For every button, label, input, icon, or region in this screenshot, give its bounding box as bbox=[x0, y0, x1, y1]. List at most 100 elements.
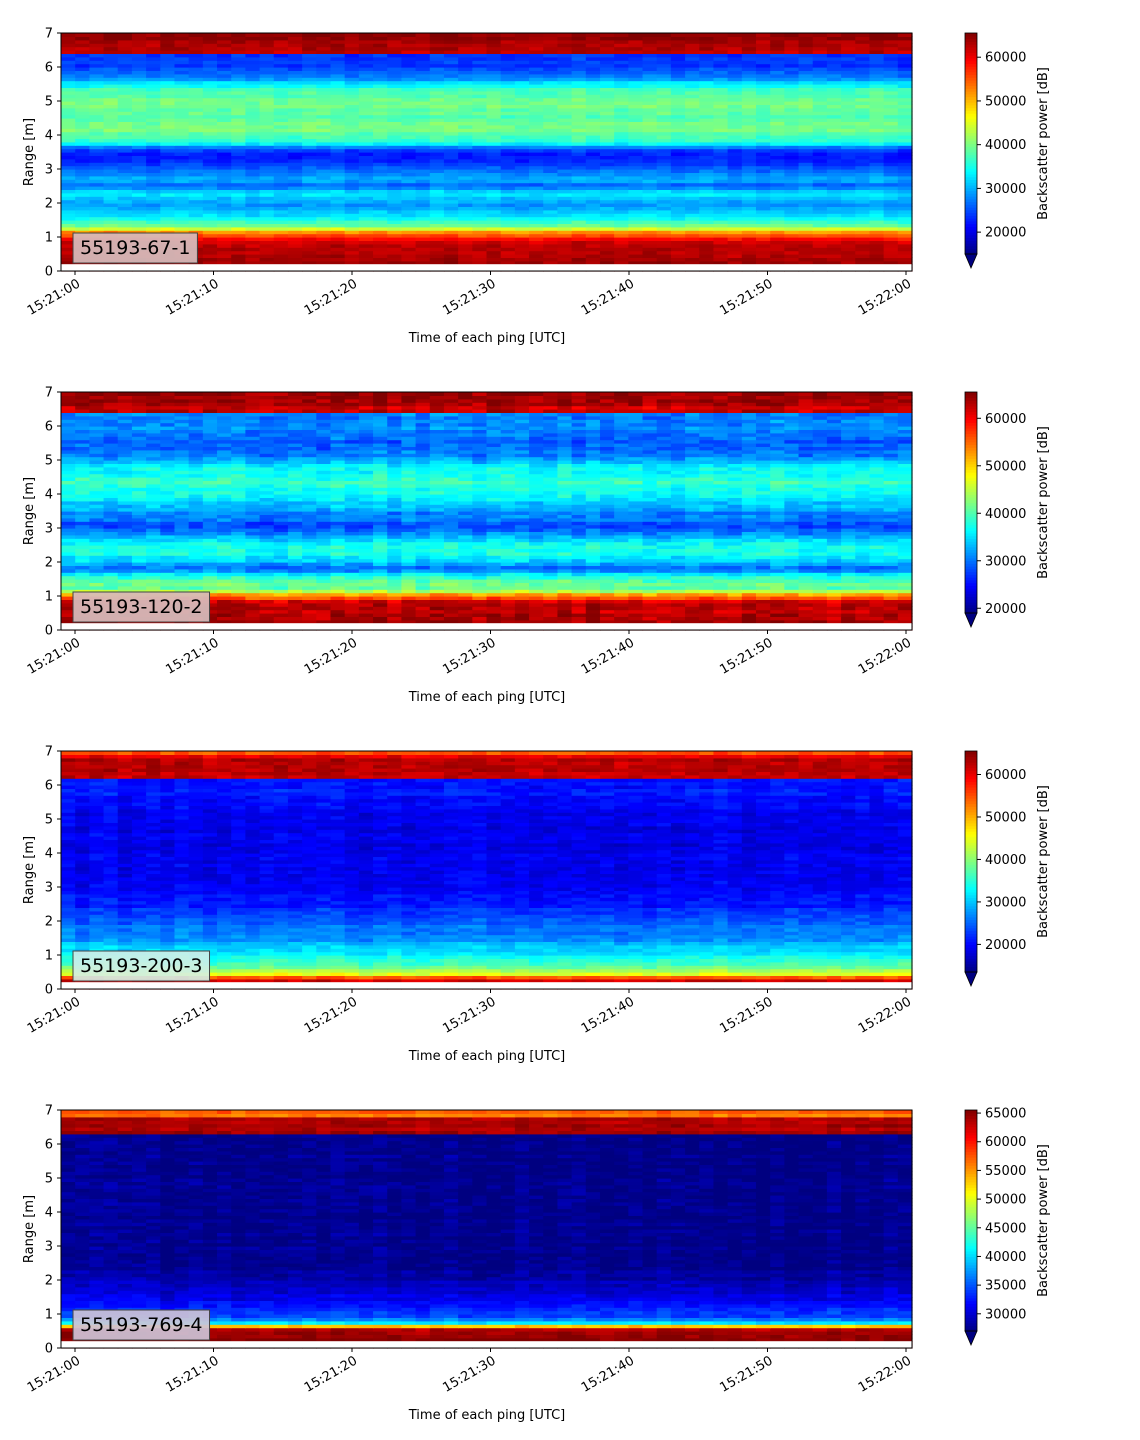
heatmap-cell bbox=[274, 159, 289, 163]
heatmap-cell bbox=[472, 33, 487, 37]
heatmap-cell bbox=[628, 227, 643, 231]
heatmap-cell bbox=[430, 166, 445, 170]
heatmap-cell bbox=[373, 166, 388, 170]
heatmap-cell bbox=[713, 227, 728, 231]
heatmap-cell bbox=[557, 251, 572, 255]
heatmap-cell bbox=[487, 234, 502, 238]
heatmap-cell bbox=[174, 183, 189, 187]
heatmap-cell bbox=[472, 200, 487, 204]
heatmap-cell bbox=[742, 159, 757, 163]
heatmap-cell bbox=[770, 149, 785, 153]
heatmap-cell bbox=[827, 200, 842, 204]
heatmap-cell bbox=[288, 149, 303, 153]
heatmap-cell bbox=[260, 193, 275, 197]
heatmap-cell bbox=[444, 200, 459, 204]
heatmap-cell bbox=[600, 234, 615, 238]
heatmap-cell bbox=[373, 183, 388, 187]
heatmap-cell bbox=[827, 149, 842, 153]
heatmap-cell bbox=[799, 244, 814, 248]
heatmap-cell bbox=[288, 234, 303, 238]
heatmap-cell bbox=[784, 183, 799, 187]
heatmap-cell bbox=[501, 142, 516, 146]
heatmap-cell bbox=[387, 193, 402, 197]
heatmap-cell bbox=[728, 210, 743, 214]
heatmap-cell bbox=[884, 200, 899, 204]
heatmap-cell bbox=[444, 234, 459, 238]
heatmap-cell bbox=[614, 200, 629, 204]
heatmap-cell bbox=[699, 166, 714, 170]
heatmap-cell bbox=[302, 234, 317, 238]
heatmap-cell bbox=[359, 176, 374, 180]
heatmap-cell bbox=[671, 142, 686, 146]
heatmap-cell bbox=[359, 217, 374, 221]
heatmap-cell bbox=[104, 159, 119, 163]
heatmap-cell bbox=[231, 234, 246, 238]
heatmap-cell bbox=[274, 33, 289, 37]
heatmap-cell bbox=[614, 176, 629, 180]
heatmap-cell bbox=[557, 183, 572, 187]
heatmap-cell bbox=[841, 142, 856, 146]
heatmap-cell bbox=[118, 142, 133, 146]
heatmap-cell bbox=[373, 244, 388, 248]
heatmap-cell bbox=[756, 183, 771, 187]
heatmap-cell bbox=[855, 183, 870, 187]
heatmap-cell bbox=[472, 183, 487, 187]
heatmap-cell bbox=[600, 193, 615, 197]
heatmap-cell bbox=[132, 183, 147, 187]
heatmap-cell bbox=[160, 166, 175, 170]
heatmap-cell bbox=[841, 159, 856, 163]
heatmap-cell bbox=[359, 183, 374, 187]
heatmap-cell bbox=[444, 166, 459, 170]
heatmap-cell bbox=[657, 132, 672, 136]
heatmap-cell bbox=[231, 166, 246, 170]
heatmap-cell bbox=[529, 176, 544, 180]
heatmap-cell bbox=[671, 132, 686, 136]
heatmap-cell bbox=[89, 210, 104, 214]
heatmap-cell bbox=[813, 227, 828, 231]
heatmap-cell bbox=[231, 183, 246, 187]
heatmap-cell bbox=[799, 142, 814, 146]
heatmap-cell bbox=[600, 33, 615, 37]
heatmap-cell bbox=[713, 234, 728, 238]
heatmap-cell bbox=[728, 149, 743, 153]
heatmap-cell bbox=[685, 234, 700, 238]
heatmap-cell bbox=[472, 149, 487, 153]
heatmap-cell bbox=[884, 227, 899, 231]
heatmap-cell bbox=[231, 244, 246, 248]
heatmap-cell bbox=[813, 132, 828, 136]
colorbar-segment bbox=[965, 33, 977, 36]
heatmap-cell bbox=[898, 210, 913, 214]
heatmap-cell bbox=[75, 176, 90, 180]
heatmap-cell bbox=[217, 251, 232, 255]
heatmap-cell bbox=[884, 159, 899, 163]
heatmap-cell bbox=[515, 132, 530, 136]
heatmap-cell bbox=[359, 132, 374, 136]
heatmap-cell bbox=[245, 176, 260, 180]
heatmap-cell bbox=[245, 193, 260, 197]
heatmap-cell bbox=[614, 166, 629, 170]
heatmap-cell bbox=[515, 210, 530, 214]
heatmap-cell bbox=[643, 159, 658, 163]
heatmap-cell bbox=[742, 33, 757, 37]
heatmap-cell bbox=[430, 183, 445, 187]
heatmap-cell bbox=[756, 149, 771, 153]
heatmap-cell bbox=[501, 244, 516, 248]
heatmap-cell bbox=[600, 217, 615, 221]
heatmap-cell bbox=[174, 227, 189, 231]
heatmap-cell bbox=[316, 200, 331, 204]
heatmap-cell bbox=[387, 183, 402, 187]
heatmap-cell bbox=[359, 193, 374, 197]
heatmap-cell bbox=[813, 183, 828, 187]
heatmap-cell bbox=[416, 132, 431, 136]
heatmap-cell bbox=[713, 142, 728, 146]
heatmap-cell bbox=[104, 217, 119, 221]
heatmap-cell bbox=[742, 251, 757, 255]
heatmap-cell bbox=[572, 200, 587, 204]
heatmap-cell bbox=[430, 33, 445, 37]
heatmap-cell bbox=[657, 251, 672, 255]
heatmap-cell bbox=[841, 33, 856, 37]
heatmap-cell bbox=[274, 166, 289, 170]
heatmap-cell bbox=[118, 159, 133, 163]
heatmap-cell bbox=[160, 149, 175, 153]
